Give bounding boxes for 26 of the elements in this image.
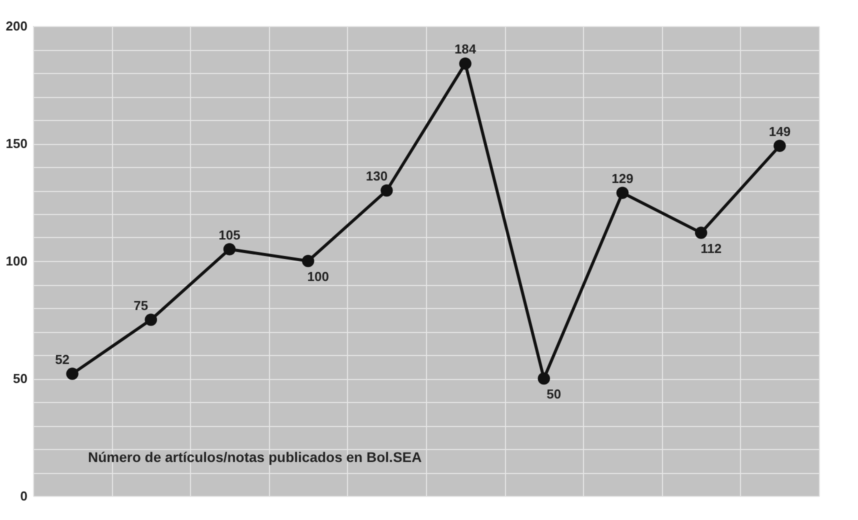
y-tick-label: 150: [6, 136, 28, 151]
data-label: 112: [700, 240, 722, 256]
data-label: 129: [612, 170, 634, 186]
data-label: 184: [454, 42, 477, 57]
data-label: 130: [366, 168, 388, 184]
point: [774, 140, 786, 152]
data-label: 149: [768, 124, 791, 139]
point: [302, 254, 314, 268]
y-tick-label: 200: [6, 18, 28, 34]
point: [380, 184, 393, 197]
data-label: 105: [218, 227, 240, 242]
data-label: 52: [55, 352, 70, 367]
data-label: 50: [546, 386, 562, 402]
point: [66, 368, 78, 380]
point: [223, 243, 236, 256]
data-label: 100: [307, 269, 329, 284]
y-tick-label: 50: [13, 371, 28, 386]
point: [144, 314, 158, 326]
annotation: Número de artículos/notas publicados en Bol.SEA: [88, 449, 422, 465]
y-tick-label: 100: [6, 254, 28, 268]
point: [694, 226, 708, 239]
y-tick-label: 0: [20, 488, 28, 504]
point: [538, 372, 550, 385]
point: [459, 57, 472, 70]
data-label: 75: [134, 298, 148, 313]
point: [616, 186, 629, 199]
